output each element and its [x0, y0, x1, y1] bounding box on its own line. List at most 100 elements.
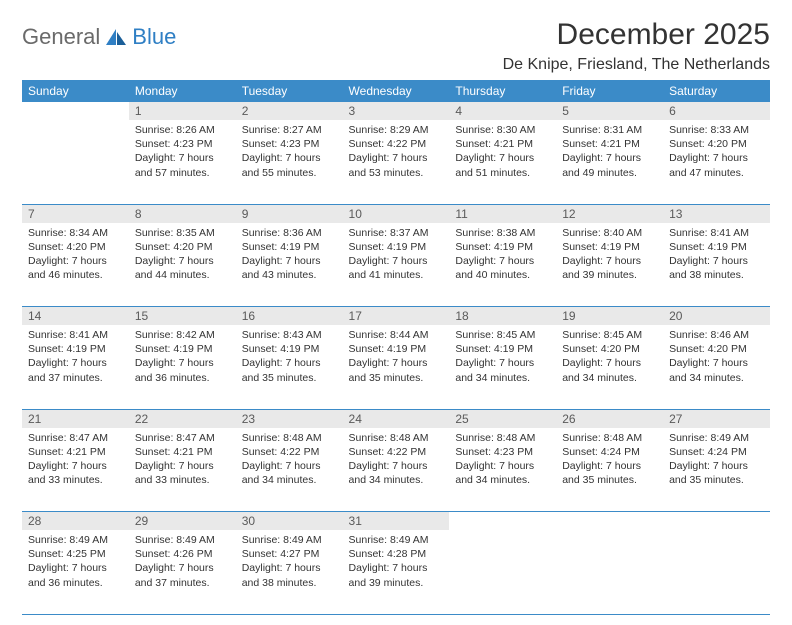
sunset-text: Sunset: 4:19 PM: [455, 240, 550, 254]
daylight-text: Daylight: 7 hours and 38 minutes.: [669, 254, 764, 282]
day-number-cell: [22, 102, 129, 120]
daylight-text: Daylight: 7 hours and 33 minutes.: [28, 459, 123, 487]
day-number-cell: 10: [343, 204, 450, 223]
day-number: 3: [349, 104, 356, 118]
sunset-text: Sunset: 4:19 PM: [455, 342, 550, 356]
day-details: Sunrise: 8:46 AMSunset: 4:20 PMDaylight:…: [663, 325, 770, 391]
day-number: 27: [669, 412, 682, 426]
day-number: 17: [349, 309, 362, 323]
day-cell: [663, 530, 770, 614]
day-number-cell: 7: [22, 204, 129, 223]
day-details: Sunrise: 8:30 AMSunset: 4:21 PMDaylight:…: [449, 120, 556, 186]
sunrise-text: Sunrise: 8:45 AM: [562, 328, 657, 342]
sunrise-text: Sunrise: 8:48 AM: [562, 431, 657, 445]
sunset-text: Sunset: 4:21 PM: [135, 445, 230, 459]
day-number: 19: [562, 309, 575, 323]
day-number: 25: [455, 412, 468, 426]
sunset-text: Sunset: 4:19 PM: [242, 342, 337, 356]
day-details: Sunrise: 8:33 AMSunset: 4:20 PMDaylight:…: [663, 120, 770, 186]
logo-text-blue: Blue: [132, 24, 176, 50]
day-number-cell: 6: [663, 102, 770, 120]
day-number-cell: 24: [343, 409, 450, 428]
daylight-text: Daylight: 7 hours and 41 minutes.: [349, 254, 444, 282]
day-cell: Sunrise: 8:49 AMSunset: 4:25 PMDaylight:…: [22, 530, 129, 614]
week-row: Sunrise: 8:49 AMSunset: 4:25 PMDaylight:…: [22, 530, 770, 614]
day-details: Sunrise: 8:43 AMSunset: 4:19 PMDaylight:…: [236, 325, 343, 391]
day-number: 8: [135, 207, 142, 221]
weekday-sunday: Sunday: [22, 80, 129, 102]
day-number-cell: 1: [129, 102, 236, 120]
day-cell: Sunrise: 8:37 AMSunset: 4:19 PMDaylight:…: [343, 223, 450, 307]
weekday-monday: Monday: [129, 80, 236, 102]
day-number-cell: 5: [556, 102, 663, 120]
day-cell: Sunrise: 8:48 AMSunset: 4:22 PMDaylight:…: [236, 428, 343, 512]
day-cell: Sunrise: 8:49 AMSunset: 4:28 PMDaylight:…: [343, 530, 450, 614]
day-number-cell: 14: [22, 307, 129, 326]
day-number-cell: 15: [129, 307, 236, 326]
daylight-text: Daylight: 7 hours and 43 minutes.: [242, 254, 337, 282]
day-details: Sunrise: 8:47 AMSunset: 4:21 PMDaylight:…: [129, 428, 236, 494]
sunrise-text: Sunrise: 8:48 AM: [349, 431, 444, 445]
day-number: 23: [242, 412, 255, 426]
day-number: 22: [135, 412, 148, 426]
day-number-cell: 31: [343, 512, 450, 531]
calendar-body: 123456Sunrise: 8:26 AMSunset: 4:23 PMDay…: [22, 102, 770, 614]
daylight-text: Daylight: 7 hours and 34 minutes.: [455, 459, 550, 487]
sunset-text: Sunset: 4:23 PM: [455, 445, 550, 459]
day-details: Sunrise: 8:49 AMSunset: 4:27 PMDaylight:…: [236, 530, 343, 596]
day-number-cell: 29: [129, 512, 236, 531]
day-details: Sunrise: 8:45 AMSunset: 4:19 PMDaylight:…: [449, 325, 556, 391]
logo-text-general: General: [22, 24, 100, 50]
daylight-text: Daylight: 7 hours and 35 minutes.: [669, 459, 764, 487]
daylight-text: Daylight: 7 hours and 35 minutes.: [562, 459, 657, 487]
sunrise-text: Sunrise: 8:34 AM: [28, 226, 123, 240]
day-cell: Sunrise: 8:35 AMSunset: 4:20 PMDaylight:…: [129, 223, 236, 307]
day-details: Sunrise: 8:27 AMSunset: 4:23 PMDaylight:…: [236, 120, 343, 186]
day-number-cell: 20: [663, 307, 770, 326]
day-number: 13: [669, 207, 682, 221]
sunset-text: Sunset: 4:21 PM: [28, 445, 123, 459]
day-number: 20: [669, 309, 682, 323]
daynum-row: 28293031: [22, 512, 770, 531]
day-cell: Sunrise: 8:45 AMSunset: 4:20 PMDaylight:…: [556, 325, 663, 409]
sunset-text: Sunset: 4:20 PM: [135, 240, 230, 254]
calendar-page: General Blue December 2025 De Knipe, Fri…: [0, 0, 792, 625]
day-cell: Sunrise: 8:47 AMSunset: 4:21 PMDaylight:…: [129, 428, 236, 512]
day-number-cell: 28: [22, 512, 129, 531]
sunrise-text: Sunrise: 8:33 AM: [669, 123, 764, 137]
day-number-cell: [449, 512, 556, 531]
day-details: Sunrise: 8:38 AMSunset: 4:19 PMDaylight:…: [449, 223, 556, 289]
daylight-text: Daylight: 7 hours and 57 minutes.: [135, 151, 230, 179]
header: General Blue December 2025 De Knipe, Fri…: [22, 18, 770, 74]
day-cell: Sunrise: 8:31 AMSunset: 4:21 PMDaylight:…: [556, 120, 663, 204]
day-number-cell: 2: [236, 102, 343, 120]
day-details: Sunrise: 8:35 AMSunset: 4:20 PMDaylight:…: [129, 223, 236, 289]
sunrise-text: Sunrise: 8:49 AM: [135, 533, 230, 547]
day-number-cell: 11: [449, 204, 556, 223]
daylight-text: Daylight: 7 hours and 36 minutes.: [28, 561, 123, 589]
day-number: 12: [562, 207, 575, 221]
day-number-cell: 4: [449, 102, 556, 120]
day-details: Sunrise: 8:48 AMSunset: 4:22 PMDaylight:…: [343, 428, 450, 494]
sunrise-text: Sunrise: 8:29 AM: [349, 123, 444, 137]
daylight-text: Daylight: 7 hours and 44 minutes.: [135, 254, 230, 282]
sunset-text: Sunset: 4:23 PM: [135, 137, 230, 151]
day-number-cell: 16: [236, 307, 343, 326]
day-cell: Sunrise: 8:45 AMSunset: 4:19 PMDaylight:…: [449, 325, 556, 409]
day-details: Sunrise: 8:41 AMSunset: 4:19 PMDaylight:…: [663, 223, 770, 289]
daylight-text: Daylight: 7 hours and 47 minutes.: [669, 151, 764, 179]
day-details: Sunrise: 8:49 AMSunset: 4:24 PMDaylight:…: [663, 428, 770, 494]
day-details: Sunrise: 8:45 AMSunset: 4:20 PMDaylight:…: [556, 325, 663, 391]
day-details: Sunrise: 8:36 AMSunset: 4:19 PMDaylight:…: [236, 223, 343, 289]
sunrise-text: Sunrise: 8:42 AM: [135, 328, 230, 342]
sunrise-text: Sunrise: 8:47 AM: [28, 431, 123, 445]
sunrise-text: Sunrise: 8:35 AM: [135, 226, 230, 240]
day-details: Sunrise: 8:34 AMSunset: 4:20 PMDaylight:…: [22, 223, 129, 289]
month-title: December 2025: [503, 18, 770, 52]
sunset-text: Sunset: 4:24 PM: [562, 445, 657, 459]
sunrise-text: Sunrise: 8:48 AM: [455, 431, 550, 445]
day-details: Sunrise: 8:42 AMSunset: 4:19 PMDaylight:…: [129, 325, 236, 391]
title-block: December 2025 De Knipe, Friesland, The N…: [503, 18, 770, 74]
daylight-text: Daylight: 7 hours and 49 minutes.: [562, 151, 657, 179]
day-number: 11: [455, 207, 467, 221]
